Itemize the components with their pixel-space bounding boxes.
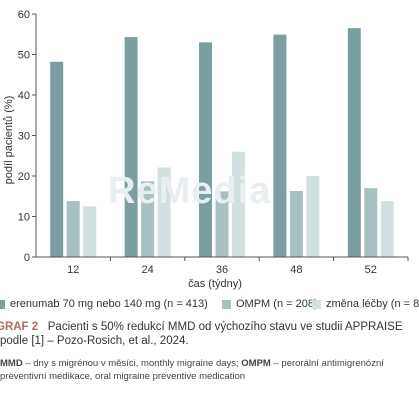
bar-2-24: [141, 181, 155, 257]
bar-3-48: [306, 176, 320, 257]
y-tick-label: 30: [18, 131, 30, 143]
legend-label: OMPM (n = 208): [236, 298, 318, 310]
legend: erenumab 70 mg nebo 140 mg (n = 413) OMPM…: [0, 296, 419, 314]
bar-2-36: [215, 191, 229, 257]
bar-3-24: [157, 167, 171, 257]
y-tick-label: 50: [18, 50, 30, 62]
def-mmd: – dny s migrénou v měsíci, monthly migra…: [22, 358, 242, 369]
caption-title: Pacienti s 50% redukcí MMD od výchozího …: [47, 321, 403, 333]
x-axis: 12 24 36 48 52: [36, 256, 409, 276]
bar-2-12: [66, 201, 80, 257]
caption-reference: podle [1] – Pozo-Rosich, et al., 2024.: [0, 335, 189, 347]
abbr-ompm: OMPM: [241, 358, 271, 369]
y-tick-label: 40: [18, 90, 30, 102]
bar-1-48: [273, 34, 287, 257]
note-line-2: preventivní medikace, oral migraine prev…: [0, 371, 246, 382]
x-tick-label: 24: [141, 264, 153, 276]
y-tick-label: 20: [18, 171, 30, 183]
bar-1-36: [199, 42, 212, 257]
legend-item-1: erenumab 70 mg nebo 140 mg (n = 413): [0, 298, 208, 310]
legend-item-2: OMPM (n = 208): [222, 298, 318, 310]
y-tick-label: 10: [18, 212, 30, 224]
legend-swatch: [312, 299, 321, 309]
bar-3-36: [232, 151, 245, 257]
y-axis: 0 10 20 30 40 50 60: [18, 9, 37, 264]
bar-2-48: [289, 190, 303, 257]
y-tick-label: 60: [18, 9, 30, 21]
bar-1-52: [347, 28, 361, 257]
y-tick-label: 0: [24, 252, 30, 264]
legend-label: změna léčby (n = 81): [326, 298, 419, 310]
bar-chart: 0 10 20 30 40 50 60 12 24 36 48 52 podíl pacientů …: [3, 9, 409, 290]
bar-1-12: [50, 61, 64, 257]
x-axis-label: čas (týdny): [188, 278, 242, 290]
figure-caption: GRAF 2 Pacienti s 50% redukcí MMD od výc…: [0, 320, 419, 348]
x-tick-label: 12: [67, 264, 79, 276]
abbreviation-note: MMD – dny s migrénou v měsíci, monthly m…: [0, 357, 419, 383]
x-tick-label: 36: [216, 264, 228, 276]
bar-3-52: [380, 201, 394, 257]
abbr-mmd: MMD: [0, 358, 23, 369]
bars: [50, 28, 394, 258]
legend-swatch: [222, 299, 231, 309]
caption-label: GRAF 2: [0, 321, 39, 333]
legend-item-3: změna léčby (n = 81): [312, 298, 419, 310]
legend-label: erenumab 70 mg nebo 140 mg (n = 413): [10, 298, 208, 310]
x-tick-label: 52: [365, 264, 377, 276]
x-tick-label: 48: [290, 264, 302, 276]
def-ompm: – perorální antimigrenózní: [270, 358, 384, 369]
bar-2-52: [364, 188, 378, 257]
bar-1-24: [124, 37, 138, 258]
y-axis-label: podíl pacientů (%): [3, 96, 15, 185]
legend-swatch: [0, 299, 5, 309]
bar-3-12: [83, 206, 97, 257]
